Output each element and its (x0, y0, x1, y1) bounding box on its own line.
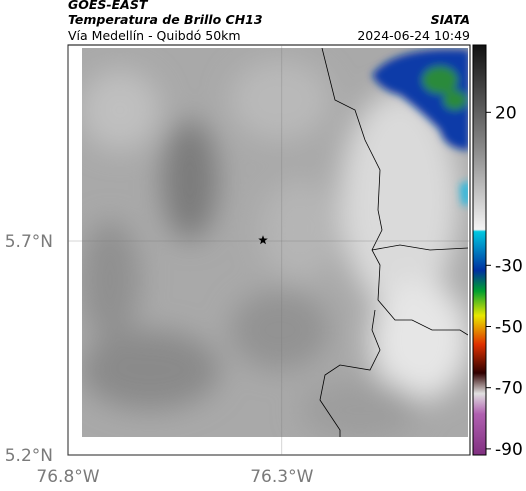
title: GOES-EAST (68, 0, 149, 12)
colorbar (472, 44, 487, 456)
satellite-image (82, 48, 468, 437)
source: SIATA (431, 12, 470, 27)
station-marker (258, 235, 268, 245)
y-tick-label: 5.7°N (5, 232, 53, 252)
colorbar-tick-label: -30 (495, 256, 523, 276)
x-tick-label: 76.3°W (250, 467, 313, 487)
colorbar-tick-label: -90 (495, 440, 523, 460)
subtitle: Temperatura de Brillo CH13 (68, 12, 263, 27)
x-tick-label: 76.8°W (36, 467, 99, 487)
y-tick-label: 5.2°N (5, 446, 53, 466)
colorbar-tick-label: 20 (495, 103, 517, 123)
colorbar-tick-label: -50 (495, 317, 523, 337)
timestamp: 2024-06-24 10:49 (357, 28, 470, 43)
colorbar-tick-label: -70 (495, 379, 523, 399)
region: Vía Medellín - Quibdó 50km (68, 28, 241, 43)
